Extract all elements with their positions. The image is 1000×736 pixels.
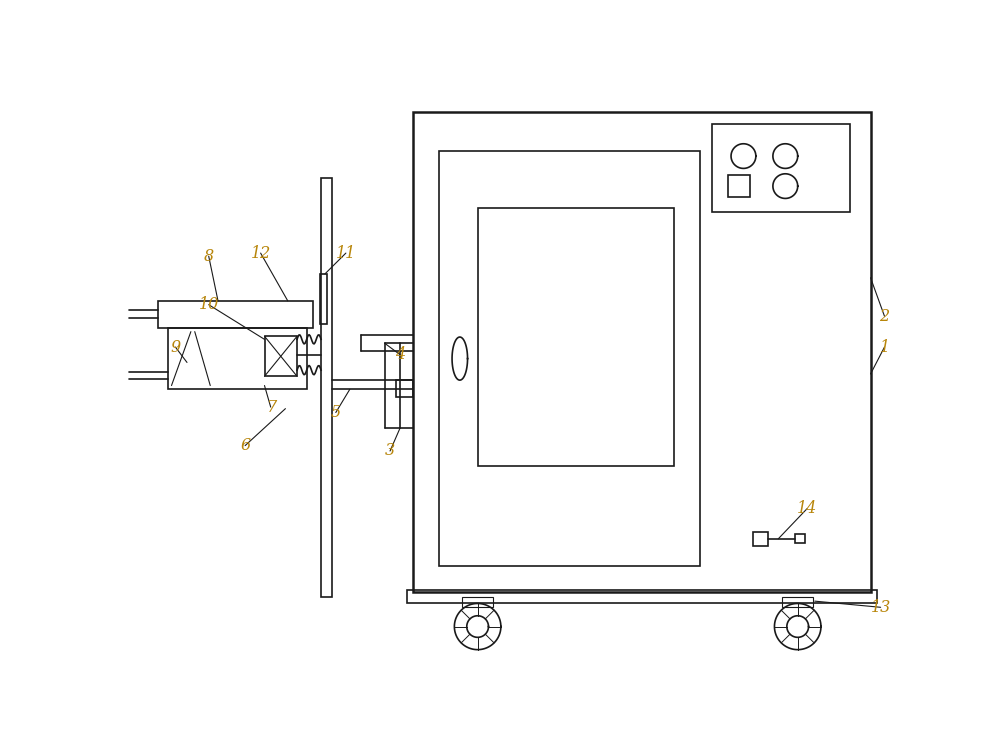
Text: 9: 9	[170, 339, 180, 355]
Bar	[753, 532, 768, 545]
Bar	[795, 534, 805, 543]
Text: 14: 14	[797, 500, 817, 517]
Bar	[320, 274, 326, 324]
Text: 12: 12	[250, 244, 271, 261]
Text: 10: 10	[199, 296, 219, 314]
Text: 6: 6	[240, 437, 250, 454]
Bar	[168, 328, 307, 389]
Text: 13: 13	[870, 599, 891, 616]
Bar	[712, 124, 850, 212]
Text: 11: 11	[336, 244, 356, 261]
Text: 8: 8	[204, 248, 214, 265]
Bar	[782, 598, 813, 606]
Text: 2: 2	[879, 308, 890, 325]
Bar	[478, 208, 674, 467]
Bar	[264, 336, 297, 376]
Bar	[462, 598, 493, 606]
Bar	[439, 151, 700, 567]
Bar	[321, 177, 332, 598]
Text: 1: 1	[879, 339, 890, 355]
Bar	[396, 381, 413, 397]
Bar	[158, 301, 313, 328]
Bar	[413, 112, 871, 592]
Bar	[407, 590, 877, 603]
Bar	[728, 175, 750, 197]
Text: 5: 5	[331, 404, 341, 421]
Text: 4: 4	[395, 346, 405, 364]
Text: 3: 3	[385, 442, 395, 459]
Text: 7: 7	[266, 399, 276, 416]
